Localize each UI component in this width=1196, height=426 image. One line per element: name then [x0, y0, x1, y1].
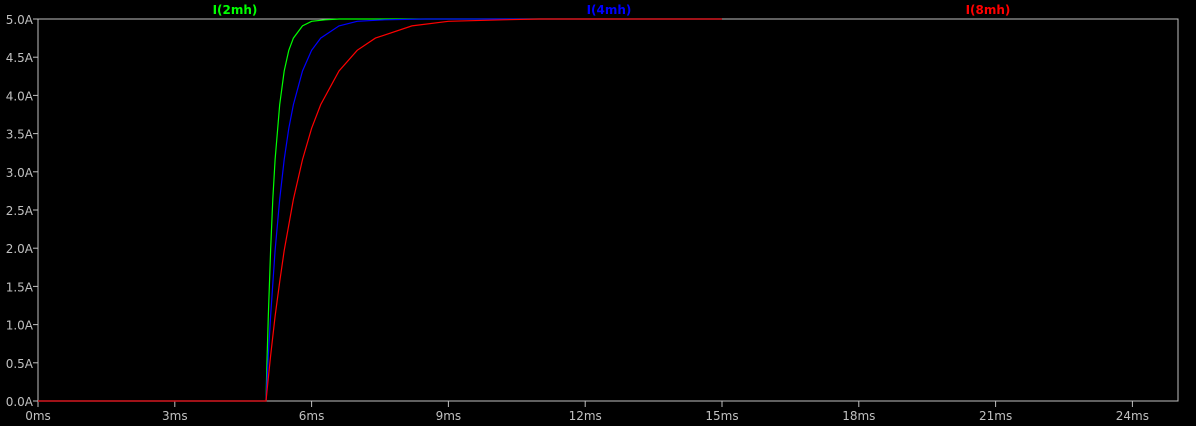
legend: I(2mh) I(4mh) I(8mh): [213, 3, 1011, 17]
legend-entry[interactable]: I(4mh): [587, 3, 632, 17]
plot-frame: [37, 18, 1179, 402]
y-axis: 0.0A 0.5A 1.0A 1.5A 2.0A 2.5A 3.0A 3.5A 4.0A 4.5A…: [6, 13, 38, 409]
y-tick-label: 3.5A: [6, 128, 34, 142]
y-tick-label: 1.0A: [6, 319, 34, 333]
y-tick-label: 2.0A: [6, 242, 34, 256]
y-tick-label: 4.0A: [6, 89, 34, 103]
trace-i4mh: [38, 18, 722, 402]
y-tick-label: 1.5A: [6, 280, 34, 294]
x-tick-label: 9ms: [436, 409, 462, 423]
trace-i8mh: [38, 18, 722, 402]
y-tick-label: 5.0A: [6, 13, 34, 27]
y-tick-label: 3.0A: [6, 166, 34, 180]
x-axis: 0ms 3ms 6ms 9ms 12ms 15ms 18ms 21ms 24ms: [25, 401, 1149, 423]
x-tick-label: 15ms: [705, 409, 738, 423]
x-tick-label: 21ms: [979, 409, 1012, 423]
trace-i2mh: [38, 18, 722, 402]
x-tick-label: 24ms: [1116, 409, 1149, 423]
y-tick-label: 0.0A: [6, 395, 34, 409]
y-tick-label: 4.5A: [6, 51, 34, 65]
legend-entry[interactable]: I(8mh): [966, 3, 1011, 17]
traces: [38, 18, 722, 402]
x-tick-label: 0ms: [25, 409, 51, 423]
legend-entry[interactable]: I(2mh): [213, 3, 258, 17]
x-tick-label: 12ms: [569, 409, 602, 423]
x-tick-label: 18ms: [842, 409, 875, 423]
y-tick-label: 2.5A: [6, 204, 34, 218]
y-tick-label: 0.5A: [6, 357, 34, 371]
x-tick-label: 3ms: [162, 409, 188, 423]
x-tick-label: 6ms: [299, 409, 325, 423]
